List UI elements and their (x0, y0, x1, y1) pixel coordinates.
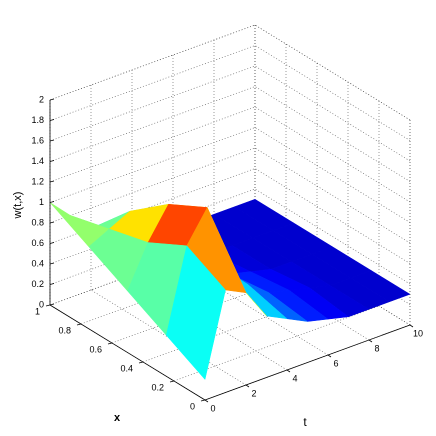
x-tick-label: 0 (210, 403, 215, 413)
z-tick-label: 0.8 (31, 217, 44, 227)
x-tick-label: 6 (333, 358, 338, 368)
tick-mark (409, 324, 414, 328)
y-tick-label: 0 (190, 401, 195, 411)
z-tick-label: 0 (39, 299, 44, 309)
grid-line (254, 168, 411, 264)
tick-mark (245, 384, 250, 388)
z-tick-label: 1.2 (31, 176, 44, 186)
x-tick-label: 2 (251, 388, 256, 398)
z-tick-label: 0.4 (31, 258, 44, 268)
tick-mark (200, 399, 206, 402)
grid-line (49, 188, 256, 265)
y-tick-label: 0.8 (58, 325, 71, 335)
z-tick-label: 1.8 (31, 115, 44, 125)
z-tick-label: 1 (39, 197, 44, 207)
y-tick-label: 1 (35, 306, 40, 316)
grid-line (254, 86, 411, 182)
tick-mark (49, 139, 55, 142)
grid-line (49, 127, 256, 203)
t-axis (204, 324, 411, 401)
tick-mark (49, 262, 55, 265)
z-tick-label: 2 (39, 94, 44, 104)
y-tick-label: 0.6 (89, 344, 102, 354)
z-tick-label: 0.6 (31, 238, 44, 248)
box-edge (49, 24, 256, 101)
tick-mark (45, 304, 51, 307)
grid-line (254, 127, 411, 223)
surface-patch (165, 245, 226, 381)
tick-mark (49, 119, 55, 121)
x-tick-label: 4 (292, 373, 297, 383)
grid-line (80, 248, 287, 325)
grid-line (49, 209, 256, 285)
grid-line (254, 65, 411, 162)
tick-mark (49, 242, 55, 244)
grid-line (254, 24, 411, 121)
grid-line (49, 24, 256, 101)
tick-mark (49, 283, 55, 285)
tick-mark (49, 98, 55, 101)
grid-line (49, 86, 256, 162)
tick-mark (49, 201, 55, 203)
x-tick-label: 8 (374, 343, 379, 353)
y-axis-label: x (114, 412, 121, 424)
grid-line (49, 106, 256, 183)
tick-mark (327, 354, 332, 358)
tick-mark (49, 221, 55, 224)
grid-line (173, 305, 380, 382)
z-tick-label: 0.2 (31, 279, 44, 289)
tick-mark (76, 323, 82, 326)
tick-mark (49, 160, 55, 162)
grid-line (254, 147, 411, 244)
tick-mark (169, 380, 175, 383)
x-tick-label: 10 (413, 328, 423, 338)
tick-mark (107, 342, 113, 345)
tick-mark (49, 303, 55, 306)
grid-line (49, 65, 256, 142)
tick-mark (286, 369, 291, 373)
tick-mark (49, 180, 55, 183)
grid-line (254, 45, 411, 141)
grid-line (254, 188, 411, 285)
tick-mark (138, 361, 144, 364)
tick-mark (204, 399, 209, 403)
grid-line (111, 267, 318, 344)
grid-line (49, 229, 256, 306)
tick-mark (368, 339, 373, 343)
x-axis (49, 304, 206, 401)
y-tick-label: 0.4 (120, 363, 133, 373)
grid-line (49, 147, 256, 224)
grid-line (49, 45, 256, 121)
z-axis-label: w(t,x) (12, 192, 24, 220)
y-tick-label: 0.2 (151, 382, 164, 392)
z-tick-label: 1.6 (31, 135, 44, 145)
x-axis-label: t (303, 415, 307, 429)
grid-line (142, 286, 349, 363)
grid-line (172, 259, 329, 356)
z-tick-label: 1.4 (31, 156, 44, 166)
grid-line (254, 106, 411, 203)
